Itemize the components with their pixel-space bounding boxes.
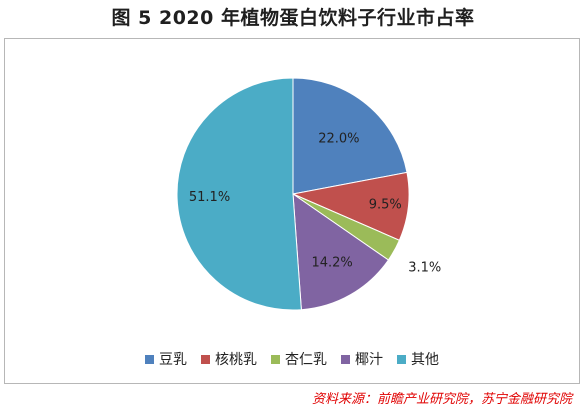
pie-slice (292, 77, 408, 195)
figure-title: 图 5 2020 年植物蛋白饮料子行业市占率 (0, 3, 586, 30)
legend-label: 核桃乳 (215, 352, 257, 368)
legend-swatch (201, 354, 210, 364)
legend-swatch (341, 354, 350, 364)
legend-entry: 杏仁乳 (271, 349, 327, 369)
legend-label: 豆乳 (159, 352, 187, 368)
legend-entry: 椰汁 (341, 349, 383, 369)
chart-title: 2020 年植物蛋白饮料子行业市占率 (158, 7, 475, 29)
slice-data-label: 14.2% (311, 255, 352, 270)
pie-slice (292, 192, 390, 311)
legend-entry: 豆乳 (145, 349, 187, 369)
chart-legend: 豆乳 核桃乳 杏仁乳 椰汁 其他 (5, 349, 579, 369)
slice-data-label: 51.1% (189, 190, 230, 205)
legend-swatch (145, 354, 154, 364)
legend-label: 椰汁 (355, 352, 383, 368)
pie-chart: 22.0% 9.5% 3.1% 14.2% 51.1% (176, 77, 441, 311)
legend-entry: 其他 (397, 349, 439, 369)
figure-label: 图 5 (111, 7, 152, 29)
legend-entry: 核桃乳 (201, 349, 257, 369)
slice-data-label: 9.5% (369, 197, 402, 212)
slice-data-label: 22.0% (318, 132, 359, 147)
legend-swatch (271, 354, 280, 364)
legend-label: 其他 (411, 352, 439, 368)
legend-swatch (397, 354, 406, 364)
source-note: 资料来源：前瞻产业研究院，苏宁金融研究院 (311, 392, 572, 407)
slice-data-label: 3.1% (408, 260, 441, 275)
pie-slice (176, 77, 302, 311)
chart-area: 22.0% 9.5% 3.1% 14.2% 51.1% 豆乳 核桃乳 杏仁乳 椰汁 其他 (4, 38, 580, 384)
legend-label: 杏仁乳 (285, 352, 327, 368)
